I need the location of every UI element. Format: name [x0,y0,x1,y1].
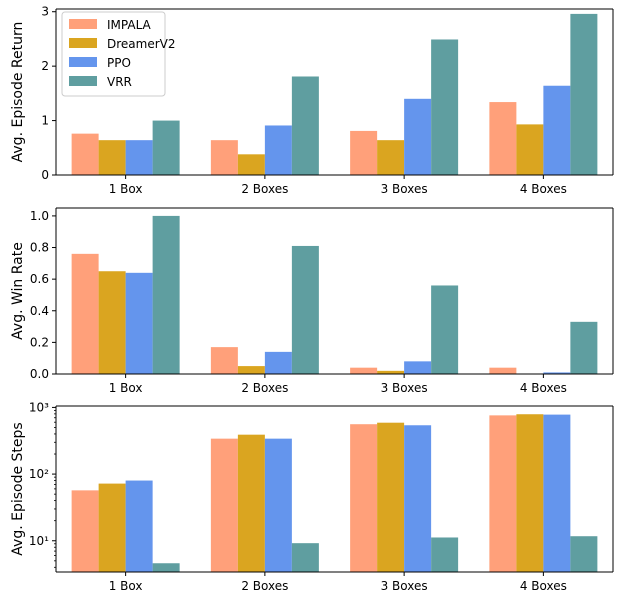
y-tick-label: 10¹ [29,534,49,548]
bar-dreamerv2-4-boxes [516,414,544,572]
bar-impala-3-boxes [350,130,378,175]
y-axis-label: Avg. Episode Steps [10,422,26,555]
bar-ppo-3-boxes [404,98,432,175]
legend-label-vrr: VRR [107,75,132,89]
legend: IMPALA DreamerV2 PPO VRR [61,11,176,97]
bar-dreamerv2-1-box [98,271,126,374]
x-tick-label: 3 Boxes [381,579,428,592]
bar-ppo-1-box [125,140,153,175]
y-axis-label: Avg. Episode Return [10,22,26,163]
x-tick-label: 1 Box [109,381,143,395]
bar-dreamerv2-4-boxes [516,124,544,175]
y-tick-label: 0.4 [30,304,49,318]
y-tick-label: 0.8 [30,241,49,255]
x-tick-label: 2 Boxes [241,579,288,592]
x-tick-label: 3 Boxes [381,381,428,395]
bar-vrr-2-boxes [291,543,319,572]
y-tick-label: 1.0 [30,209,49,223]
bar-ppo-2-boxes [264,438,292,572]
bar-impala-1-box [71,490,99,572]
bar-ppo-2-boxes [264,125,292,175]
legend-swatch-vrr [69,76,97,86]
bar-vrr-2-boxes [291,245,319,374]
bar-ppo-4-boxes [543,372,571,374]
panel-1: 0 1 2 3 1 Box 2 Boxes 3 Boxes 4 Boxes Avg. Episo… [10,5,614,196]
legend-label-impala: IMPALA [107,18,152,32]
bar-impala-2-boxes [210,140,238,175]
legend-label-dreamerv2: DreamerV2 [107,37,176,51]
bar-vrr-1-box [152,563,180,572]
bar-vrr-4-boxes [570,13,598,175]
bar-impala-2-boxes [210,347,238,374]
bar-vrr-4-boxes [570,321,598,374]
bar-impala-3-boxes [350,367,378,374]
legend-label-ppo: PPO [107,56,131,70]
bar-ppo-3-boxes [404,425,432,572]
x-tick-label: 3 Boxes [381,182,428,196]
legend-swatch-impala [69,19,97,29]
bar-impala-4-boxes [489,415,517,572]
legend-swatch-dreamerv2 [69,38,97,48]
bar-ppo-1-box [125,272,153,374]
bar-ppo-4-boxes [543,85,571,175]
y-axis-label: Avg. Win Rate [10,242,26,340]
y-tick-label: 3 [41,5,49,19]
x-tick-label: 2 Boxes [241,381,288,395]
bar-ppo-1-box [125,480,153,572]
y-tick-label: 0 [41,168,49,182]
x-tick-label: 1 Box [109,579,143,592]
bar-vrr-3-boxes [431,285,459,374]
panel-2: 0.0 0.2 0.4 0.6 0.8 1.0 1 Box 2 Boxes 3 Boxes 4 B… [10,207,614,395]
bar-vrr-3-boxes [431,39,459,176]
bar-dreamerv2-3-boxes [377,140,405,175]
y-tick-label: 1 [41,114,49,128]
bar-impala-4-boxes [489,102,517,175]
bar-vrr-3-boxes [431,537,459,572]
y-tick-label: 2 [41,59,49,73]
panel-3: 10¹ 10² 10³ 1 Box 2 Boxes 3 Boxes 4 Boxes Avg. … [10,400,614,592]
x-tick-label: 1 Box [109,182,143,196]
bar-impala-1-box [71,253,99,374]
bar-dreamerv2-2-boxes [237,434,265,572]
bar-impala-2-boxes [210,438,238,572]
bar-vrr-1-box [152,215,180,374]
bar-vrr-2-boxes [291,76,319,175]
y-tick-label: 10³ [29,400,49,414]
y-tick-label: 10² [29,467,49,481]
x-tick-label: 4 Boxes [520,182,567,196]
bar-vrr-1-box [152,120,180,175]
bar-dreamerv2-2-boxes [237,154,265,175]
bar-impala-4-boxes [489,367,517,374]
x-tick-label: 4 Boxes [520,579,567,592]
x-tick-label: 4 Boxes [520,381,567,395]
legend-box [61,11,166,97]
y-tick-label: 0.2 [30,335,49,349]
bar-impala-1-box [71,133,99,175]
bar-dreamerv2-2-boxes [237,366,265,374]
bar-ppo-4-boxes [543,414,571,572]
bar-vrr-4-boxes [570,536,598,572]
y-tick-label: 0.0 [30,367,49,381]
bar-dreamerv2-1-box [98,140,126,175]
bar-dreamerv2-1-box [98,483,126,572]
bar-ppo-2-boxes [264,351,292,374]
bar-ppo-3-boxes [404,361,432,374]
bar-dreamerv2-3-boxes [377,422,405,572]
y-tick-label: 0.6 [30,272,49,286]
bar-dreamerv2-3-boxes [377,370,405,374]
x-tick-label: 2 Boxes [241,182,288,196]
legend-swatch-ppo [69,57,97,67]
bar-impala-3-boxes [350,424,378,572]
